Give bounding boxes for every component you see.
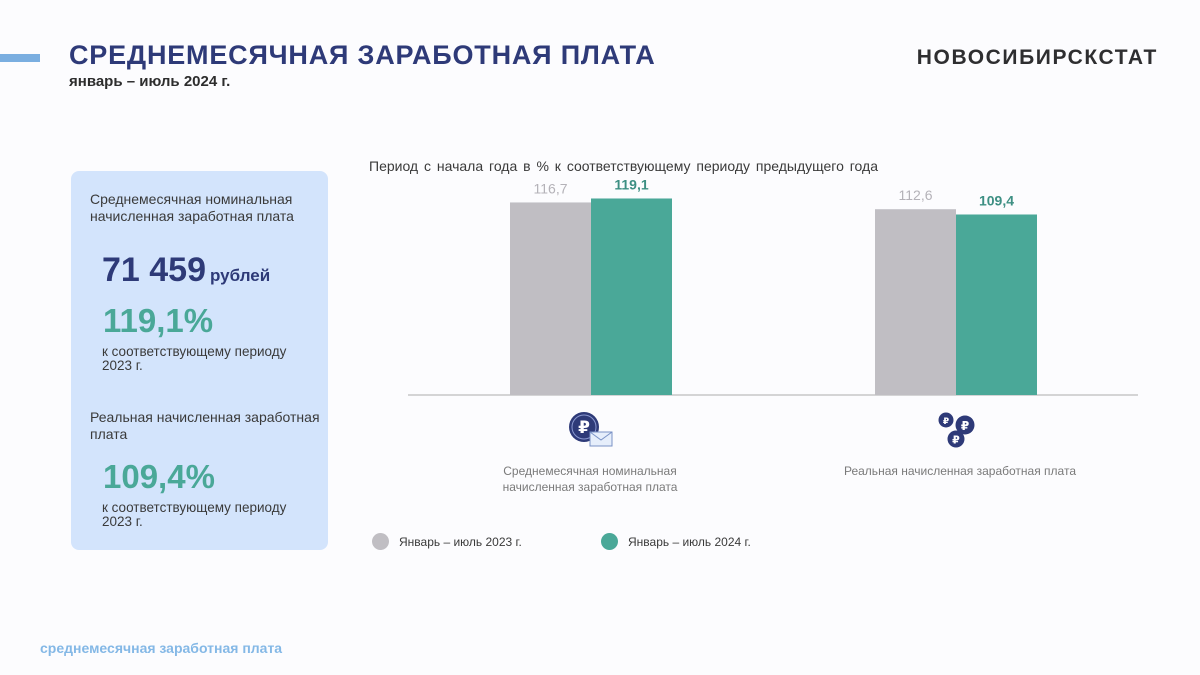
ruble-coin-envelope-icon: ₽ — [568, 410, 614, 453]
category-label-nominal: Среднемесячная номинальная начисленная з… — [502, 464, 678, 494]
svg-text:₽: ₽ — [961, 419, 969, 433]
ruble-coins-icon: ₽ ₽ ₽ — [937, 410, 979, 455]
svg-text:₽: ₽ — [578, 418, 590, 438]
wage-amount-value: 71 459 — [102, 251, 206, 289]
data-label-2023-real: 112,6 — [899, 187, 933, 203]
legend-item-2024: Январь – июль 2024 г. — [601, 533, 751, 550]
page-subtitle: январь – июль 2024 г. — [69, 73, 231, 90]
bar-2023-nominal — [510, 202, 591, 395]
legend-label-2023: Январь – июль 2023 г. — [399, 534, 522, 549]
legend-label-2024: Январь – июль 2024 г. — [628, 534, 751, 549]
data-label-2024-nominal: 119,1 — [614, 176, 648, 192]
page-title: СРЕДНЕМЕСЯЧНАЯ ЗАРАБОТНАЯ ПЛАТА — [69, 40, 656, 70]
wage-amount: 71 459 рублей — [102, 251, 270, 290]
data-label-2023-nominal: 116,7 — [534, 180, 568, 196]
nominal-percent-note: к соответствующему периоду 2023 г. — [102, 344, 287, 373]
legend-swatch-2024 — [601, 533, 618, 550]
real-wage-label: Реальная начисленная заработная плата — [90, 409, 320, 442]
legend-swatch-2023 — [372, 533, 389, 550]
accent-bar — [0, 54, 40, 62]
bar-2024-real — [956, 214, 1037, 395]
bar-2023-real — [875, 209, 956, 395]
category-label-real: Реальная начисленная заработная плата — [843, 464, 1077, 478]
summary-card: Среднемесячная номинальная начисленная з… — [71, 171, 328, 550]
real-percent: 109,4% — [103, 458, 215, 495]
nominal-percent: 119,1% — [103, 302, 214, 339]
svg-text:₽: ₽ — [943, 417, 949, 427]
bar-2024-nominal — [591, 198, 672, 395]
wage-amount-unit: рублей — [210, 266, 271, 285]
nominal-wage-label: Среднемесячная номинальная начисленная з… — [90, 191, 294, 224]
footer-caption: среднемесячная заработная плата — [40, 640, 283, 656]
real-percent-note: к соответствующему периоду 2023 г. — [102, 500, 287, 529]
chart-title: Период с начала года в % к соответствующ… — [369, 158, 878, 174]
data-label-2024-real: 109,4 — [979, 192, 1014, 208]
svg-text:₽: ₽ — [952, 434, 960, 447]
organization-name: НОВОСИБИРСКСТАТ — [916, 46, 1158, 69]
legend-item-2023: Январь – июль 2023 г. — [372, 533, 522, 550]
